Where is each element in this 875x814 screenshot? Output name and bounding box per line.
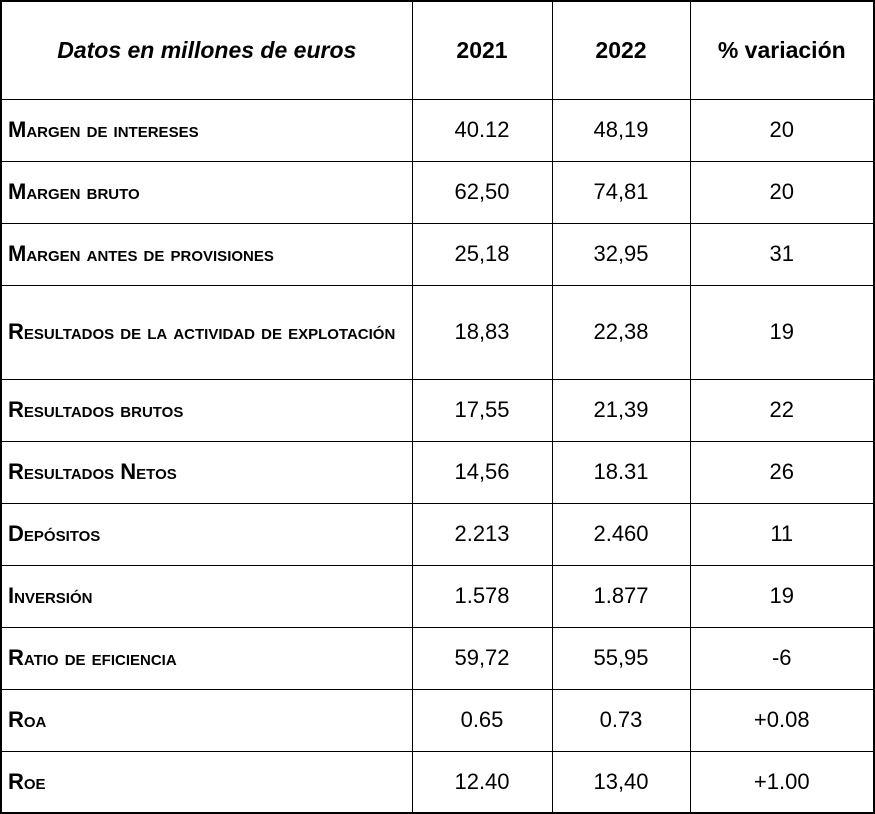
value-variation: 11 bbox=[689, 502, 875, 566]
table-header-row: Datos en millones de euros 2021 2022 % v… bbox=[0, 0, 875, 100]
value-variation: +0.08 bbox=[689, 688, 875, 752]
value-2021: 59,72 bbox=[411, 626, 553, 690]
row-label: Depósitos bbox=[0, 502, 413, 566]
value-2022: 18.31 bbox=[551, 440, 691, 504]
row-label: Resultados Netos bbox=[0, 440, 413, 504]
row-label: Resultados de la actividad de explotació… bbox=[0, 284, 413, 380]
value-2021: 12.40 bbox=[411, 750, 553, 814]
value-variation: 19 bbox=[689, 564, 875, 628]
value-2022: 55,95 bbox=[551, 626, 691, 690]
row-label: Margen bruto bbox=[0, 160, 413, 224]
value-variation: 20 bbox=[689, 160, 875, 224]
table-row: Roe 12.40 13,40 +1.00 bbox=[0, 750, 875, 814]
row-label: Ratio de eficiencia bbox=[0, 626, 413, 690]
value-variation: 26 bbox=[689, 440, 875, 504]
table-row: Margen bruto 62,50 74,81 20 bbox=[0, 160, 875, 224]
column-header-2022: 2022 bbox=[551, 0, 691, 100]
table-row: Resultados Netos 14,56 18.31 26 bbox=[0, 440, 875, 504]
value-2021: 17,55 bbox=[411, 378, 553, 442]
value-2021: 0.65 bbox=[411, 688, 553, 752]
value-variation: -6 bbox=[689, 626, 875, 690]
value-2022: 0.73 bbox=[551, 688, 691, 752]
value-variation: 22 bbox=[689, 378, 875, 442]
value-2021: 14,56 bbox=[411, 440, 553, 504]
table-row: Ratio de eficiencia 59,72 55,95 -6 bbox=[0, 626, 875, 690]
row-label: Inversión bbox=[0, 564, 413, 628]
value-2021: 25,18 bbox=[411, 222, 553, 286]
value-2022: 74,81 bbox=[551, 160, 691, 224]
table-row: Resultados brutos 17,55 21,39 22 bbox=[0, 378, 875, 442]
value-variation: +1.00 bbox=[689, 750, 875, 814]
value-variation: 31 bbox=[689, 222, 875, 286]
value-variation: 20 bbox=[689, 98, 875, 162]
row-label: Margen de intereses bbox=[0, 98, 413, 162]
column-header-2021: 2021 bbox=[411, 0, 553, 100]
value-2021: 40.12 bbox=[411, 98, 553, 162]
column-header-variation: % variación bbox=[689, 0, 875, 100]
value-2022: 13,40 bbox=[551, 750, 691, 814]
table-row: Margen antes de provisiones 25,18 32,95 … bbox=[0, 222, 875, 286]
row-label: Resultados brutos bbox=[0, 378, 413, 442]
value-2021: 2.213 bbox=[411, 502, 553, 566]
table-row: Depósitos 2.213 2.460 11 bbox=[0, 502, 875, 566]
table-row: Inversión 1.578 1.877 19 bbox=[0, 564, 875, 628]
value-2022: 22,38 bbox=[551, 284, 691, 380]
table-title: Datos en millones de euros bbox=[0, 0, 413, 100]
value-variation: 19 bbox=[689, 284, 875, 380]
table-row: Resultados de la actividad de explotació… bbox=[0, 284, 875, 380]
value-2021: 18,83 bbox=[411, 284, 553, 380]
value-2022: 48,19 bbox=[551, 98, 691, 162]
value-2022: 32,95 bbox=[551, 222, 691, 286]
row-label: Roe bbox=[0, 750, 413, 814]
row-label: Roa bbox=[0, 688, 413, 752]
table-row: Margen de intereses 40.12 48,19 20 bbox=[0, 98, 875, 162]
value-2022: 2.460 bbox=[551, 502, 691, 566]
value-2021: 62,50 bbox=[411, 160, 553, 224]
value-2022: 1.877 bbox=[551, 564, 691, 628]
value-2022: 21,39 bbox=[551, 378, 691, 442]
row-label: Margen antes de provisiones bbox=[0, 222, 413, 286]
table-row: Roa 0.65 0.73 +0.08 bbox=[0, 688, 875, 752]
value-2021: 1.578 bbox=[411, 564, 553, 628]
